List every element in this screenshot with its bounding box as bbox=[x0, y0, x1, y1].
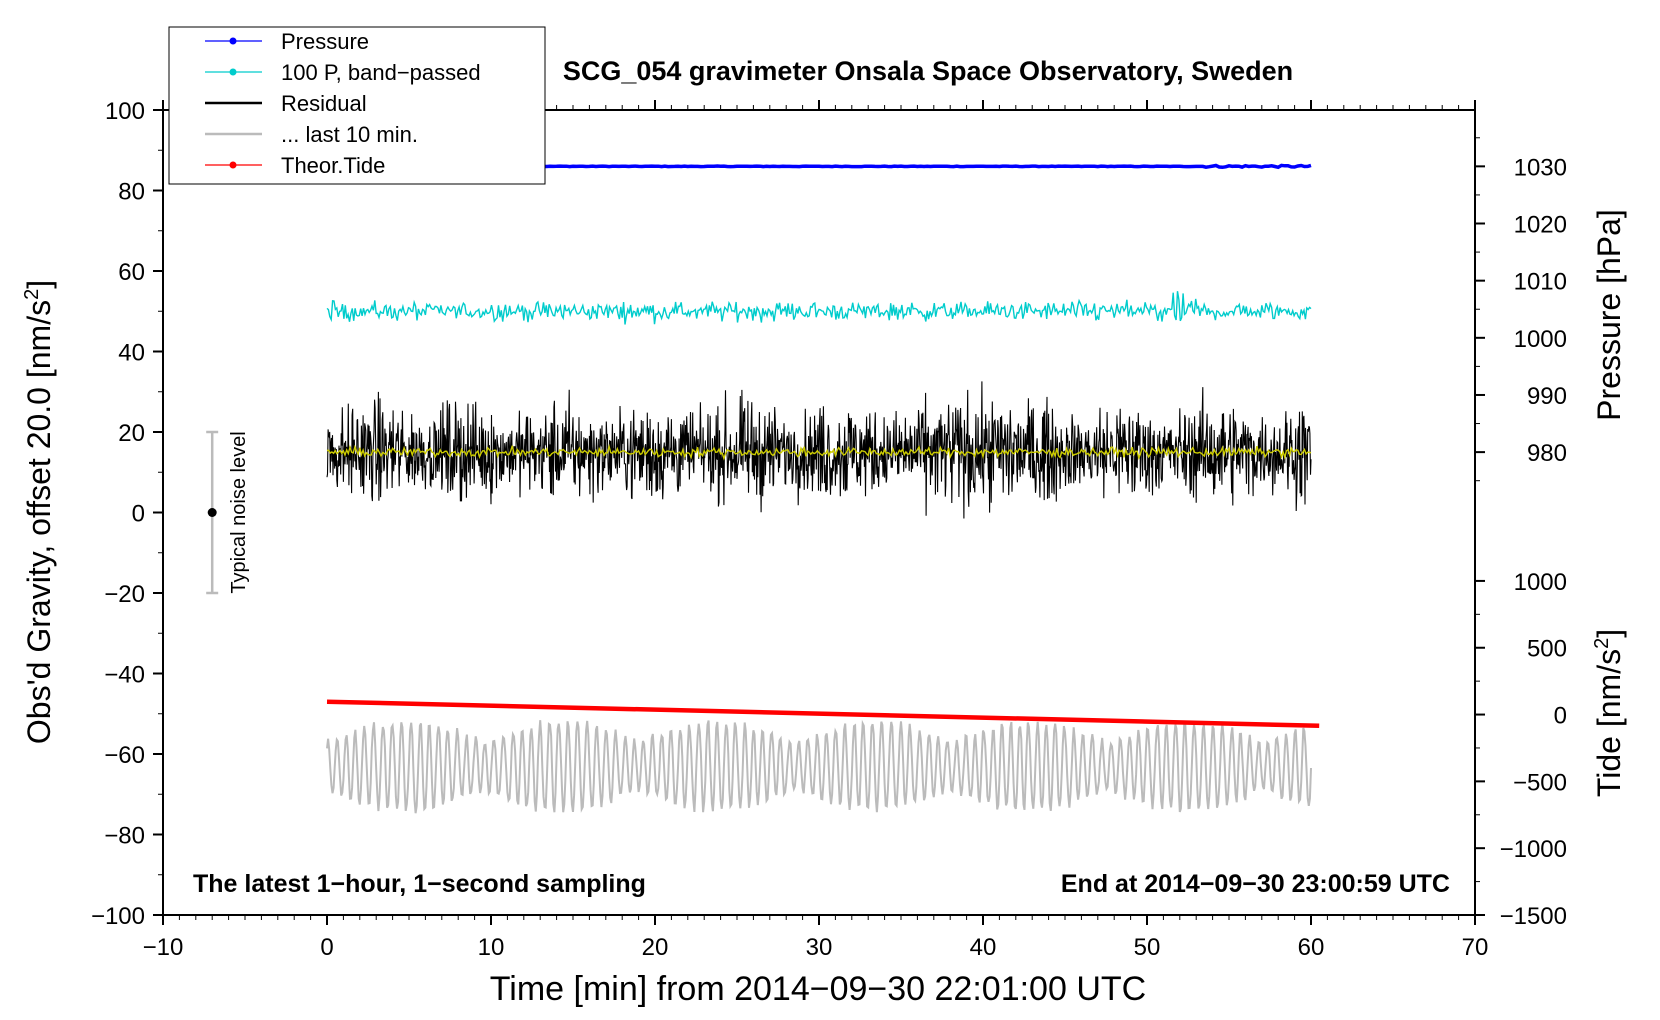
y-tick-label: 100 bbox=[105, 98, 145, 125]
legend-label: ... last 10 min. bbox=[281, 122, 418, 147]
legend-marker bbox=[229, 68, 237, 76]
x-tick-label: 20 bbox=[642, 934, 669, 961]
y-tick-label: 40 bbox=[118, 340, 145, 367]
tide-tick-label: −500 bbox=[1513, 769, 1567, 796]
annotation-end-time: End at 2014−09−30 23:00:59 UTC bbox=[1061, 870, 1450, 898]
y-tick-label: 60 bbox=[118, 259, 145, 286]
tide-tick-label: 1000 bbox=[1514, 569, 1567, 596]
x-tick-label: 30 bbox=[806, 934, 833, 961]
y-tick-label: 80 bbox=[118, 179, 145, 206]
legend-marker bbox=[229, 161, 237, 169]
pressure-tick-label: 1020 bbox=[1514, 212, 1567, 239]
legend: Pressure 100 P, band−passed Residual ... la… bbox=[168, 26, 546, 185]
x-tick-label: 70 bbox=[1462, 934, 1489, 961]
legend-label: Residual bbox=[281, 91, 367, 116]
pressure-tick-label: 1000 bbox=[1514, 326, 1567, 353]
noise-label: Typical noise level bbox=[228, 431, 250, 593]
pressure-tick-label: 980 bbox=[1527, 440, 1567, 467]
y-tick-label: −60 bbox=[104, 742, 145, 769]
series-last-10-min bbox=[326, 719, 1312, 814]
tide-tick-label: 0 bbox=[1554, 703, 1567, 730]
y-tick-label: 0 bbox=[132, 501, 145, 528]
x-tick-label: 60 bbox=[1298, 934, 1325, 961]
x-tick-label: 50 bbox=[1134, 934, 1161, 961]
x-axis-label: Time [min] from 2014−09−30 22:01:00 UTC bbox=[490, 970, 1146, 1008]
annotation-sampling: The latest 1−hour, 1−second sampling bbox=[193, 870, 646, 898]
legend-label: Theor.Tide bbox=[281, 153, 385, 178]
legend-label: 100 P, band−passed bbox=[281, 60, 481, 85]
tide-tick-label: −1000 bbox=[1500, 836, 1567, 863]
y-axis-left-label: Obs'd Gravity, offset 20.0 [nm/s2] bbox=[21, 280, 57, 744]
x-tick-label: 40 bbox=[970, 934, 997, 961]
chart-title: SCG_054 gravimeter Onsala Space Observat… bbox=[563, 56, 1293, 86]
x-tick-label: 0 bbox=[320, 934, 333, 961]
y-tick-label: 20 bbox=[118, 420, 145, 447]
y-tick-label: −80 bbox=[104, 823, 145, 850]
x-tick-label: −10 bbox=[143, 934, 184, 961]
tide-tick-label: 500 bbox=[1527, 636, 1567, 663]
legend-label: Pressure bbox=[281, 29, 369, 54]
noise-dot bbox=[207, 508, 217, 517]
axis-layer: −10 0 10 20 30 40 50 60 70−100−80−60−40−20020406… bbox=[91, 98, 1567, 961]
y-axis-tide-label: Tide [nm/s2] bbox=[1591, 629, 1627, 797]
legend-box bbox=[168, 26, 546, 185]
y-tick-label: −20 bbox=[104, 581, 145, 608]
pressure-tick-label: 990 bbox=[1527, 383, 1567, 410]
pressure-tick-label: 1030 bbox=[1514, 154, 1567, 181]
tide-tick-label: −1500 bbox=[1500, 903, 1567, 930]
legend-marker bbox=[229, 37, 237, 45]
series-theor-tide bbox=[326, 699, 1320, 729]
series-residual bbox=[326, 381, 1312, 519]
noise-indicator: Typical noise level bbox=[206, 430, 250, 595]
y-axis-pressure-label: Pressure [hPa] bbox=[1591, 209, 1627, 421]
y-tick-label: −100 bbox=[91, 903, 145, 930]
y-tick-label: −40 bbox=[104, 662, 145, 689]
pressure-tick-label: 1010 bbox=[1514, 269, 1567, 296]
series-100-p-band-passed bbox=[326, 291, 1312, 325]
series-yellow-smoothed-residual bbox=[326, 443, 1312, 461]
x-tick-label: 10 bbox=[478, 934, 505, 961]
